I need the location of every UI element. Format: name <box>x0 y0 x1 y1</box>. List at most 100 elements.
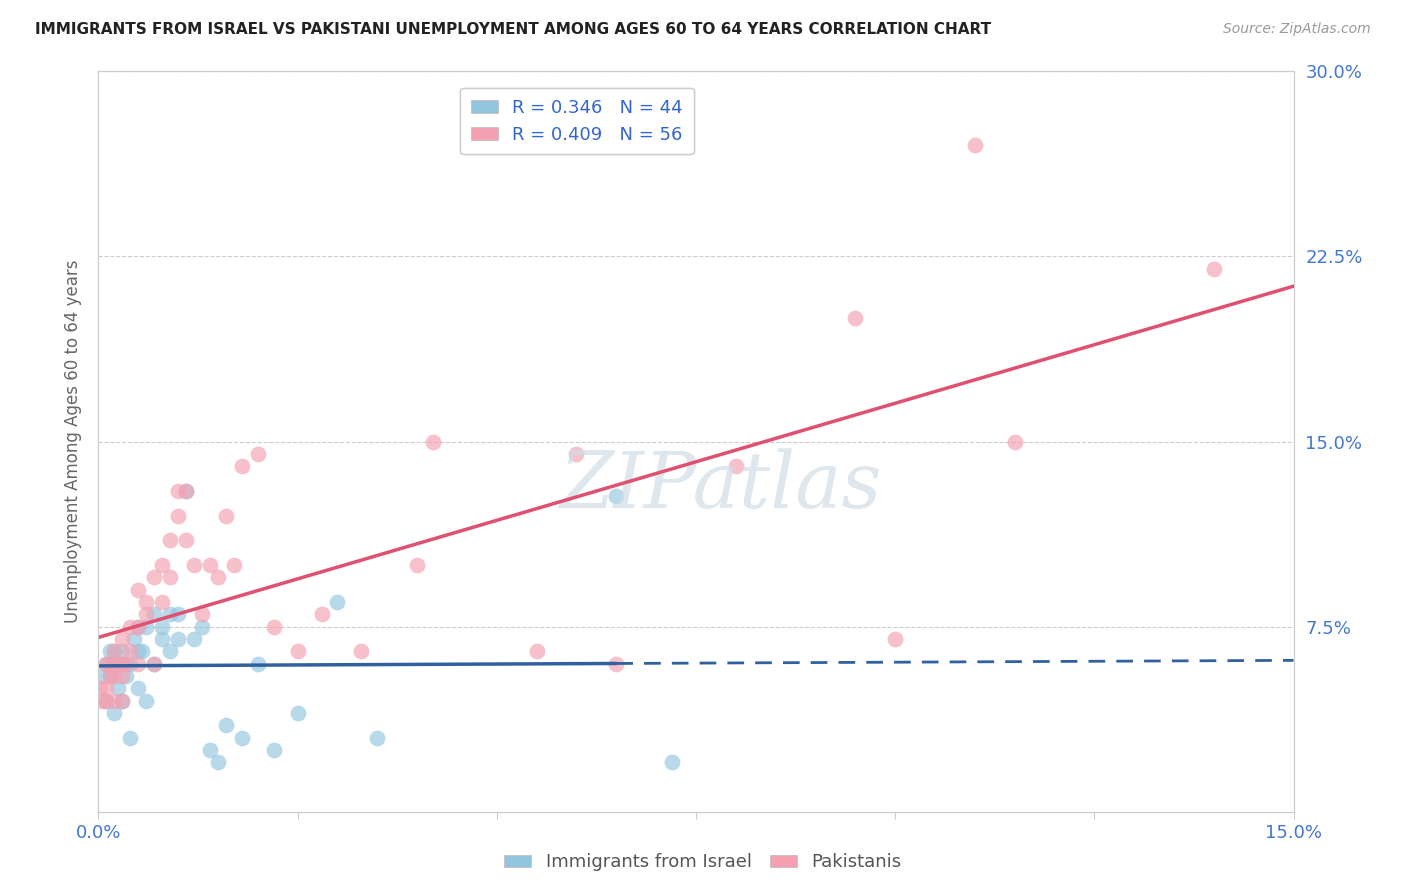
Point <box>350 644 373 658</box>
Point <box>120 731 142 745</box>
Point <box>246 447 269 461</box>
Point <box>198 743 221 757</box>
Point <box>111 694 134 708</box>
Point <box>884 632 907 646</box>
Point <box>103 694 125 708</box>
Point <box>120 657 142 671</box>
Point <box>107 681 129 696</box>
Point <box>263 619 285 633</box>
Point <box>605 657 627 671</box>
Point <box>207 756 229 770</box>
Point <box>406 558 429 572</box>
Point <box>198 558 221 572</box>
Point <box>107 657 129 671</box>
Point <box>159 607 181 622</box>
Point <box>127 657 149 671</box>
Point <box>127 582 149 597</box>
Point <box>174 483 197 498</box>
Point <box>98 669 122 683</box>
Point <box>159 644 181 658</box>
Point <box>174 483 197 498</box>
Point <box>120 644 142 658</box>
Point <box>963 138 986 153</box>
Point <box>311 607 333 622</box>
Point <box>150 595 173 609</box>
Point <box>207 570 229 584</box>
Legend: Immigrants from Israel, Pakistanis: Immigrants from Israel, Pakistanis <box>498 847 908 879</box>
Point <box>135 619 157 633</box>
Point <box>143 607 166 622</box>
Point <box>150 558 173 572</box>
Point <box>263 743 285 757</box>
Point <box>143 657 166 671</box>
Point <box>246 657 269 671</box>
Point <box>135 595 157 609</box>
Point <box>1004 434 1026 449</box>
Text: Source: ZipAtlas.com: Source: ZipAtlas.com <box>1223 22 1371 37</box>
Point <box>98 644 122 658</box>
Point <box>366 731 388 745</box>
Y-axis label: Unemployment Among Ages 60 to 64 years: Unemployment Among Ages 60 to 64 years <box>65 260 83 624</box>
Point <box>167 632 190 646</box>
Point <box>115 669 138 683</box>
Point <box>91 694 114 708</box>
Point <box>127 681 149 696</box>
Point <box>103 669 125 683</box>
Point <box>159 533 181 548</box>
Point <box>103 644 125 658</box>
Point <box>1202 261 1225 276</box>
Point <box>127 619 149 633</box>
Point <box>167 508 190 523</box>
Point <box>111 694 134 708</box>
Point <box>111 644 134 658</box>
Point <box>127 619 149 633</box>
Point <box>326 595 349 609</box>
Point <box>115 657 138 671</box>
Point <box>167 607 190 622</box>
Point <box>565 447 588 461</box>
Point <box>91 669 114 683</box>
Point <box>131 644 153 658</box>
Point <box>222 558 245 572</box>
Point <box>191 619 214 633</box>
Text: IMMIGRANTS FROM ISRAEL VS PAKISTANI UNEMPLOYMENT AMONG AGES 60 TO 64 YEARS CORRE: IMMIGRANTS FROM ISRAEL VS PAKISTANI UNEM… <box>35 22 991 37</box>
Point <box>120 619 142 633</box>
Point <box>135 694 157 708</box>
Point <box>159 570 181 584</box>
Point <box>287 706 309 720</box>
Point <box>98 657 122 671</box>
Point <box>111 657 134 671</box>
Point <box>103 706 125 720</box>
Point <box>215 508 238 523</box>
Point <box>231 731 253 745</box>
Point <box>89 681 111 696</box>
Point <box>661 756 683 770</box>
Point <box>167 483 190 498</box>
Point <box>135 607 157 622</box>
Point <box>103 644 125 658</box>
Point <box>143 570 166 584</box>
Point <box>111 669 134 683</box>
Point <box>724 459 747 474</box>
Point <box>96 657 118 671</box>
Point <box>191 607 214 622</box>
Point <box>96 694 118 708</box>
Point <box>183 558 205 572</box>
Point <box>174 533 197 548</box>
Point <box>96 694 118 708</box>
Point <box>287 644 309 658</box>
Point <box>231 459 253 474</box>
Point <box>150 619 173 633</box>
Text: ZIPatlas: ZIPatlas <box>558 448 882 524</box>
Point <box>111 657 134 671</box>
Point <box>605 489 627 503</box>
Point <box>127 644 149 658</box>
Legend: R = 0.346   N = 44, R = 0.409   N = 56: R = 0.346 N = 44, R = 0.409 N = 56 <box>460 87 693 154</box>
Point <box>215 718 238 732</box>
Point <box>124 632 146 646</box>
Point <box>103 657 125 671</box>
Point <box>844 311 866 326</box>
Point <box>422 434 444 449</box>
Point <box>526 644 548 658</box>
Point <box>143 657 166 671</box>
